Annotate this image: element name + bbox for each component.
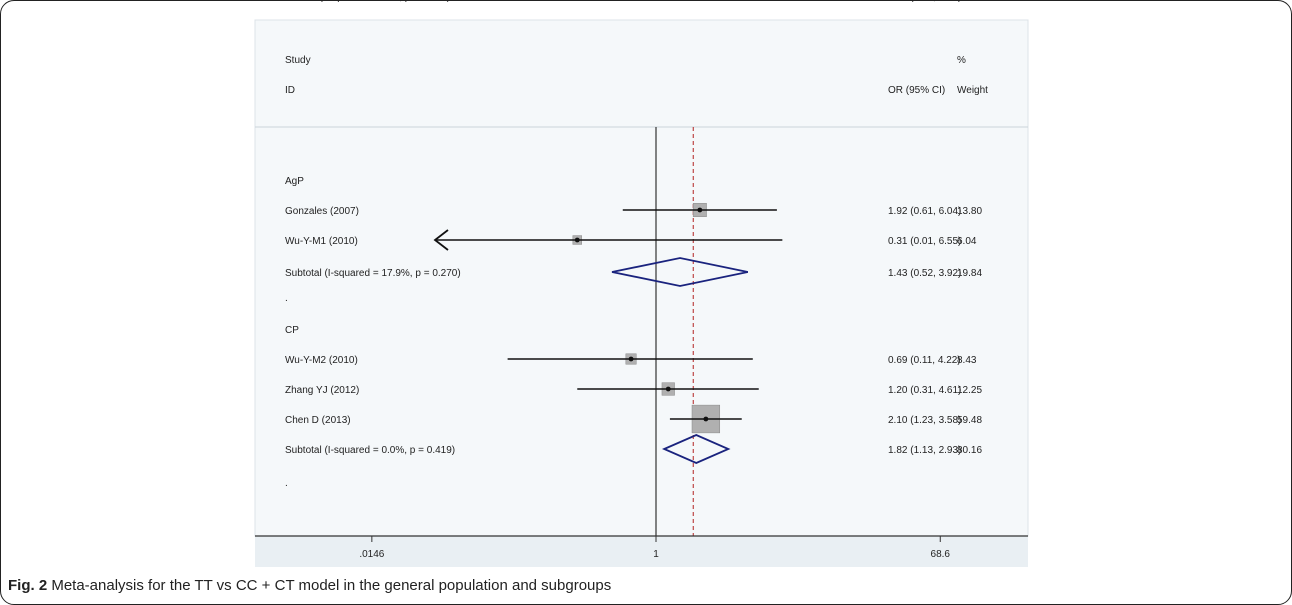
weight-text: 8.43 xyxy=(957,355,977,366)
x-tick-label: 1 xyxy=(653,549,659,560)
forest-plot: Study ID OR (95% CI)% Weight .0146 1 68.6 AgP Go… xyxy=(254,0,1029,567)
axis-band xyxy=(255,536,1028,567)
caption-text: Meta-analysis for the TT vs CC + CT mode… xyxy=(47,577,612,594)
weight-text: 80.16 xyxy=(957,445,982,456)
study-label: Wu-Y-M2 (2010) xyxy=(285,355,358,366)
x-tick-label: .0146 xyxy=(359,549,384,560)
or-ci-text: 0.31 (0.01, 6.55) xyxy=(888,236,961,247)
ci-clip-arrow xyxy=(433,229,449,251)
study-label: Gonzales (2007) xyxy=(285,206,359,217)
subtotal-label: Subtotal (I-squared = 17.9%, p = 0.270) xyxy=(285,268,461,279)
point-estimate xyxy=(665,386,671,392)
point-estimate xyxy=(697,207,703,213)
weight-text: 100.00 xyxy=(957,0,988,3)
study-label: Zhang YJ (2012) xyxy=(285,385,359,396)
header-weight-top: % xyxy=(957,55,966,66)
or-ci-text: 2.10 (1.23, 3.58) xyxy=(888,415,961,426)
caption-label: Fig. 2 xyxy=(8,577,48,594)
weight-text: 6.04 xyxy=(957,236,977,247)
header-study: Study xyxy=(285,55,311,66)
separator-dot: . xyxy=(285,478,288,489)
x-tick-label: 68.6 xyxy=(931,549,951,560)
subtotal-diamond xyxy=(611,257,749,287)
study-label: Chen D (2013) xyxy=(285,415,351,426)
subtotal-diamond xyxy=(661,434,731,464)
header-weight: Weight xyxy=(957,85,988,96)
overall-label: Overall (I-squared = 0.0%, p = 0.554) xyxy=(285,0,450,3)
separator-dot: . xyxy=(285,293,288,304)
weight-text: 59.48 xyxy=(957,415,982,426)
or-ci-text: 1.43 (0.52, 3.92) xyxy=(888,268,961,279)
figure-caption: Fig. 2 Meta-analysis for the TT vs CC + … xyxy=(8,577,611,594)
weight-text: 12.25 xyxy=(957,385,982,396)
point-estimate xyxy=(703,416,709,422)
subtotal-label: Subtotal (I-squared = 0.0%, p = 0.419) xyxy=(285,445,455,456)
group-label: AgP xyxy=(285,176,304,187)
or-ci-text: 0.69 (0.11, 4.22) xyxy=(888,355,961,366)
or-ci-text: 1.20 (0.31, 4.61) xyxy=(888,385,961,396)
or-ci-text: 1.74 (1.13, 2.68) xyxy=(888,0,961,3)
or-ci-text: 1.82 (1.13, 2.93) xyxy=(888,445,961,456)
header-id: ID xyxy=(285,85,295,96)
weight-text: 13.80 xyxy=(957,206,982,217)
weight-text: 19.84 xyxy=(957,268,982,279)
or-ci-text: 1.92 (0.61, 6.04) xyxy=(888,206,961,217)
point-estimate xyxy=(628,356,634,362)
group-label: CP xyxy=(285,325,299,336)
point-estimate xyxy=(574,237,580,243)
study-label: Wu-Y-M1 (2010) xyxy=(285,236,358,247)
header-or: OR (95% CI) xyxy=(888,85,945,96)
